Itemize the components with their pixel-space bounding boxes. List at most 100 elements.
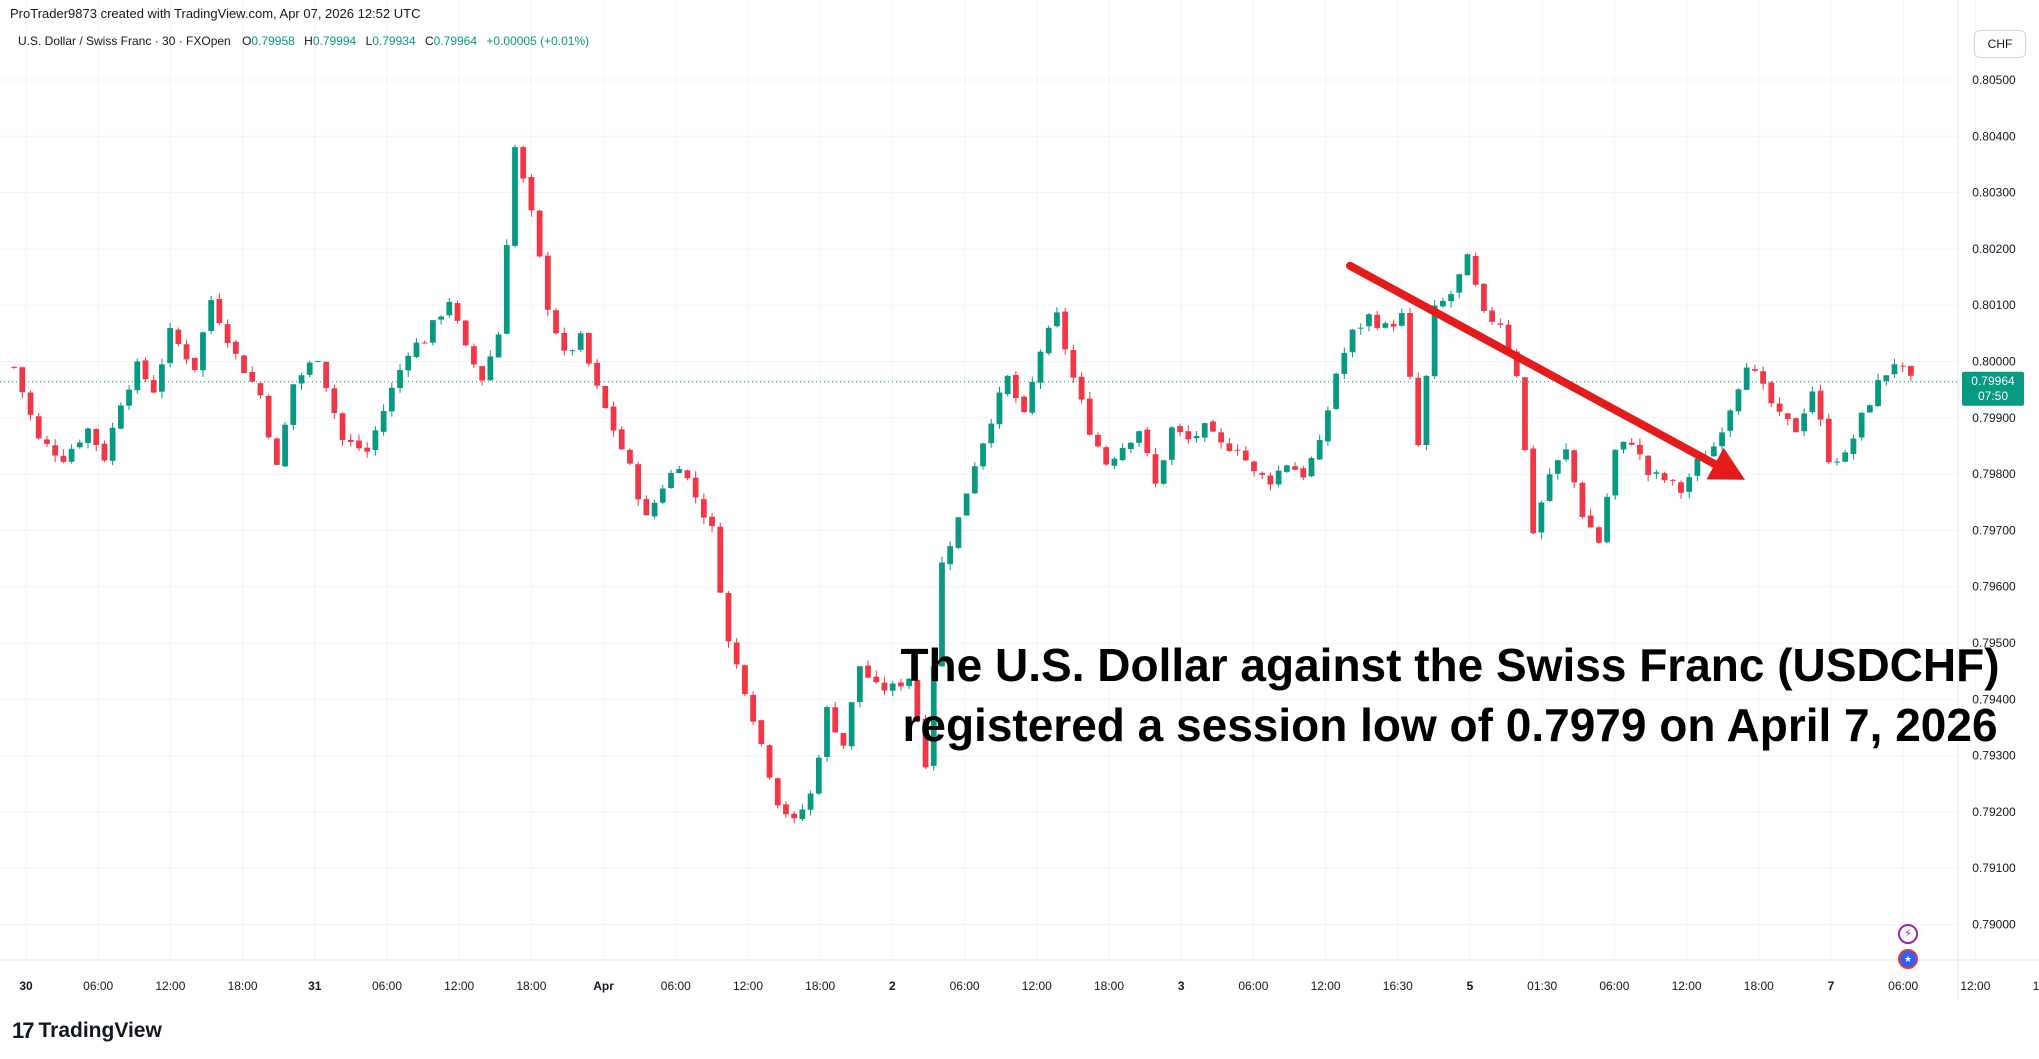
candle-body	[1062, 311, 1069, 350]
candle-body	[1439, 300, 1446, 307]
candle	[1374, 310, 1381, 331]
candle-body	[971, 466, 978, 494]
candle-body	[421, 342, 428, 344]
candle-body	[1177, 426, 1183, 433]
candle	[372, 426, 379, 456]
y-tick-label: 0.80100	[1972, 298, 2016, 312]
candle-body	[1505, 324, 1512, 351]
candle	[733, 637, 740, 670]
candle-body	[1193, 435, 1200, 439]
candle	[684, 469, 691, 481]
us-flag-icon[interactable]: ★	[1898, 949, 1918, 969]
candle	[1193, 431, 1200, 443]
candle-body	[117, 405, 124, 429]
candle-body	[750, 694, 756, 722]
candle	[914, 676, 921, 723]
lightning-icon[interactable]: ⚡	[1898, 924, 1918, 944]
candle	[1012, 371, 1019, 404]
candle	[1538, 500, 1545, 540]
tradingview-logo[interactable]: 17 TradingView	[12, 1018, 162, 1044]
candle	[126, 385, 132, 411]
candle-body	[1415, 377, 1422, 446]
candle	[298, 372, 305, 390]
time-axis: 30 06:00 12:00 18:00 31 06:00 12:00 18:00 Apr 06:…	[19, 979, 2039, 993]
candle-body	[955, 517, 962, 548]
candle	[840, 733, 847, 749]
candle	[364, 442, 371, 458]
candle-body	[1407, 313, 1413, 377]
candle-body	[1398, 313, 1405, 326]
x-tick-label: 18:00	[1094, 979, 1124, 993]
candle-body	[454, 303, 461, 321]
candle	[1710, 441, 1717, 457]
candle-body	[627, 449, 633, 464]
candle-body	[1152, 454, 1159, 484]
candle	[1423, 375, 1430, 451]
candle-body	[126, 389, 132, 406]
candle	[503, 239, 510, 334]
candle-body	[947, 546, 954, 565]
candle	[1259, 471, 1266, 480]
candle	[1546, 468, 1553, 502]
candle-body	[356, 440, 362, 449]
candle-body	[1735, 389, 1742, 412]
candle-body	[1875, 380, 1881, 407]
candle-body	[799, 809, 806, 820]
candle-body	[1127, 442, 1134, 450]
candle-body	[503, 245, 510, 334]
candle-body	[643, 498, 650, 516]
candle	[783, 801, 789, 818]
candle	[1226, 437, 1233, 452]
candle-body	[1752, 369, 1758, 371]
candle-body	[1423, 375, 1430, 446]
candle-body	[996, 392, 1003, 425]
high-value: 0.79994	[312, 34, 357, 48]
candle-body	[1267, 475, 1274, 485]
candle	[742, 664, 748, 697]
candle	[1095, 432, 1101, 448]
candle	[1554, 459, 1561, 480]
bar-countdown-label: 07:50	[1978, 389, 2008, 403]
symbol-label[interactable]: U.S. Dollar / Swiss Franc · 30 · FXOpen	[18, 34, 231, 48]
candle-body	[1546, 474, 1553, 501]
candle-body	[1825, 418, 1832, 463]
candle	[1719, 427, 1725, 451]
candle-body	[1481, 283, 1487, 311]
candle	[183, 339, 190, 365]
candle-body	[520, 147, 527, 179]
candle	[1070, 344, 1077, 383]
candle-body	[1448, 294, 1454, 302]
candle	[1357, 323, 1364, 335]
candle	[273, 437, 280, 465]
candle-body	[1743, 367, 1750, 390]
candle-body	[1858, 412, 1865, 438]
candle	[1210, 419, 1216, 432]
candle-body	[692, 477, 699, 498]
candle-body	[815, 757, 822, 794]
candle	[421, 340, 428, 344]
candle-body	[208, 300, 215, 332]
candle	[1481, 283, 1487, 314]
candle-body	[1760, 371, 1766, 384]
candle	[1127, 442, 1134, 454]
candle-body	[1669, 479, 1676, 481]
candle	[1801, 408, 1808, 436]
candle-body	[1637, 444, 1643, 455]
candle	[257, 381, 264, 399]
candle-body	[1086, 398, 1093, 435]
candle-body	[1210, 421, 1216, 432]
tradingview-name: TradingView	[38, 1019, 162, 1042]
candle	[224, 319, 231, 348]
candle	[1349, 329, 1356, 358]
candle-body	[930, 665, 937, 766]
x-tick-label: 12:00	[155, 979, 185, 993]
currency-button[interactable]: CHF	[1974, 30, 2026, 58]
candle	[1669, 478, 1676, 486]
candle-body	[783, 804, 789, 815]
candle-body	[167, 328, 173, 364]
candle-body	[257, 383, 264, 396]
candle-body	[1719, 432, 1725, 447]
x-tick-label: 12:00	[1960, 979, 1990, 993]
candle-body	[1571, 450, 1578, 483]
